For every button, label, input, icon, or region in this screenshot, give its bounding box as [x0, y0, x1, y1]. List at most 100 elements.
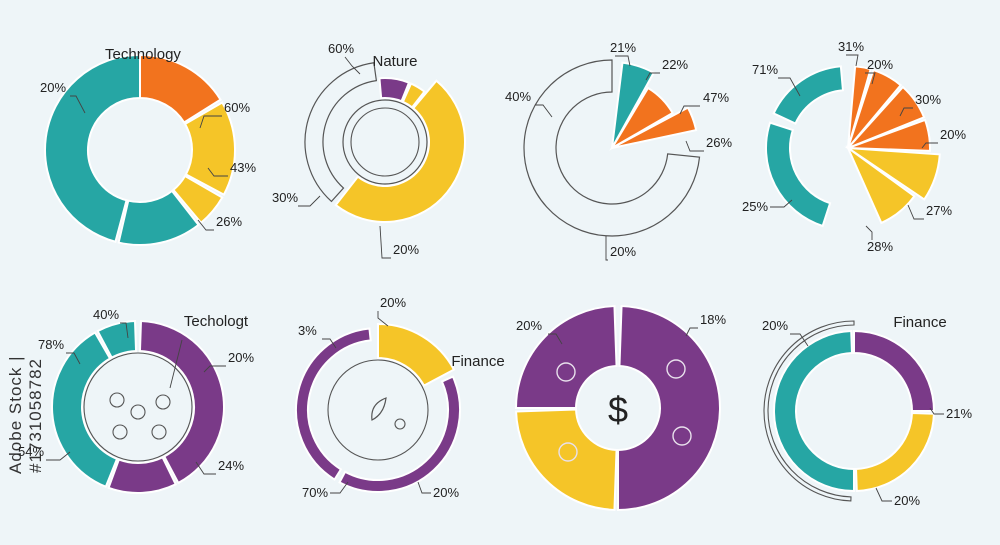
segment	[139, 53, 222, 124]
segment	[609, 86, 674, 151]
data-label: 26%	[216, 214, 242, 229]
data-label: 27%	[926, 203, 952, 218]
segment	[773, 330, 855, 493]
data-label: 20%	[433, 485, 459, 500]
leader-line	[197, 219, 214, 231]
segment	[611, 106, 698, 149]
leader-line	[899, 107, 913, 117]
data-label: 25%	[742, 199, 768, 214]
leader-line	[70, 95, 86, 114]
data-label: 20%	[610, 244, 636, 259]
leader-line	[199, 115, 222, 129]
data-label: 30%	[915, 92, 941, 107]
leader-line	[615, 55, 631, 67]
chart-pie-3: 21% 22% 47% 26% 40% 20%	[505, 40, 732, 261]
leader-line	[875, 487, 892, 502]
segment	[117, 189, 200, 246]
segment	[107, 455, 178, 494]
data-label: 24%	[218, 458, 244, 473]
leader-line	[379, 225, 391, 259]
data-label: 43%	[230, 160, 256, 175]
leader-line	[417, 481, 431, 494]
gear-icon	[112, 424, 128, 440]
leader-line	[169, 339, 183, 389]
segment	[847, 85, 926, 149]
data-label: 20%	[393, 242, 419, 257]
chart-title: Techologt	[184, 313, 249, 330]
chart-nature: Nature 60% 30% 20%	[272, 41, 466, 259]
gear-icon	[151, 424, 167, 440]
chart-finance-1: Finance 20% 3% 70% 20%	[295, 295, 505, 500]
chart-title: Finance	[451, 353, 504, 370]
leader-line	[770, 199, 793, 208]
segment	[845, 144, 916, 225]
segment	[334, 79, 466, 223]
leader-line	[548, 333, 563, 345]
bug-icon	[394, 418, 406, 430]
leader-line	[120, 322, 129, 339]
segment	[338, 375, 461, 493]
segment	[523, 59, 701, 237]
chart-ring-4: 31%20%30%20%27%28%71%25%	[742, 39, 966, 254]
outline-ring	[83, 352, 193, 462]
data-label: 20%	[894, 493, 920, 508]
segment	[844, 146, 941, 201]
segment	[515, 408, 618, 511]
segment	[617, 305, 721, 512]
segment	[138, 320, 225, 485]
data-label: 54%	[18, 444, 44, 459]
chart-techologt: Techologt 40% 78% 20% 24% 54%	[18, 307, 254, 494]
data-label: 31%	[838, 39, 864, 54]
leader-line	[46, 451, 71, 461]
leader-line	[330, 481, 349, 494]
segment	[172, 174, 224, 225]
segment	[183, 101, 236, 196]
chart-title: Nature	[372, 53, 417, 70]
chart-title: Finance	[893, 314, 946, 331]
leader-line	[907, 204, 924, 220]
data-label: 20%	[762, 318, 788, 333]
chart-finance-2: Finance 20% 21% 20%	[762, 314, 972, 508]
leader-line	[865, 72, 876, 85]
gear-icon	[130, 404, 146, 420]
coin-icon	[558, 442, 578, 462]
coin-icon	[556, 362, 576, 382]
outline-ring	[327, 359, 429, 461]
segment	[847, 68, 903, 149]
data-label: 30%	[272, 190, 298, 205]
segment	[853, 329, 936, 412]
leader-line	[790, 333, 809, 347]
chart-title: Technology	[105, 46, 181, 63]
leader-line	[377, 311, 389, 327]
segment	[377, 322, 456, 387]
outline-arc	[763, 320, 855, 502]
segment	[514, 305, 618, 409]
data-label: 40%	[505, 89, 531, 104]
segment	[51, 331, 119, 489]
segment	[854, 411, 935, 492]
leader-line	[344, 56, 361, 75]
leader-line	[195, 461, 216, 475]
segment	[96, 320, 138, 359]
gear-icon	[109, 392, 125, 408]
data-label: 60%	[224, 100, 250, 115]
outline-ring	[342, 99, 428, 185]
leader-line	[535, 104, 553, 118]
segment	[847, 118, 931, 152]
coin-icon	[672, 426, 692, 446]
leaf-icon	[371, 397, 387, 421]
segment	[765, 121, 832, 228]
leader-line	[322, 338, 337, 349]
data-label: 3%	[298, 323, 317, 338]
leader-line	[685, 140, 704, 152]
data-label: 26%	[706, 135, 732, 150]
leader-line	[679, 105, 700, 115]
data-label: 20%	[380, 295, 406, 310]
data-label: 21%	[946, 406, 972, 421]
data-label: 71%	[752, 62, 778, 77]
chart-dollar: $20% 18%	[514, 305, 726, 512]
leader-line	[203, 365, 226, 373]
data-label: 70%	[302, 485, 328, 500]
segment	[378, 77, 411, 103]
